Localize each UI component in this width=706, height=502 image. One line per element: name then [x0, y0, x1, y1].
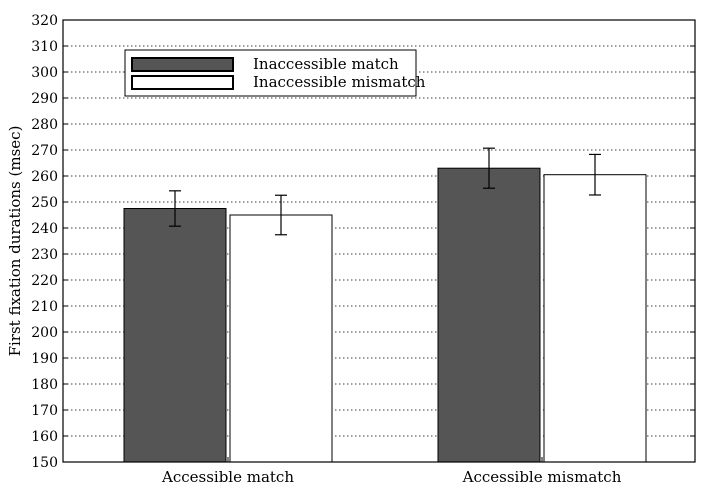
axes [62, 19, 696, 463]
legend-swatch [131, 75, 234, 90]
legend-label: Inaccessible mismatch [253, 73, 426, 91]
bar [437, 167, 541, 463]
y-tick-label: 290 [31, 91, 58, 107]
y-tick-label: 300 [31, 65, 58, 81]
bar [543, 174, 647, 463]
x-category-label: Accessible match [161, 468, 294, 486]
y-tick-label: 210 [31, 299, 58, 315]
legend-swatch [131, 57, 234, 72]
y-tick-label: 220 [31, 273, 58, 289]
y-tick-label: 230 [31, 247, 58, 263]
y-tick-label: 320 [31, 13, 58, 29]
y-tick-label: 180 [31, 377, 58, 393]
x-category-labels: Accessible match Accessible mismatch [161, 468, 622, 486]
y-tick-label: 170 [31, 403, 58, 419]
y-tick-label: 250 [31, 195, 58, 211]
y-tick-label: 200 [31, 325, 58, 341]
x-category-label: Accessible mismatch [462, 468, 622, 486]
y-tick-label: 270 [31, 143, 58, 159]
y-tick-label: 190 [31, 351, 58, 367]
y-tick-label: 240 [31, 221, 58, 237]
y-tick-label: 160 [31, 429, 58, 445]
error-bars [169, 147, 601, 236]
y-tick-labels: 150 160 170 180 190 200 210 220 230 240 250 260 270 2… [31, 13, 58, 471]
bars [123, 167, 647, 463]
plot-frame [62, 19, 696, 463]
y-tick-label: 260 [31, 169, 58, 185]
y-tick-label: 310 [31, 39, 58, 55]
y-tick-label: 280 [31, 117, 58, 133]
bar [123, 208, 227, 463]
y-tick-label: 150 [31, 455, 58, 471]
y-axis-label: First fixation durations (msec) [6, 126, 24, 357]
bar [229, 214, 333, 463]
legend-label: Inaccessible match [253, 55, 399, 73]
